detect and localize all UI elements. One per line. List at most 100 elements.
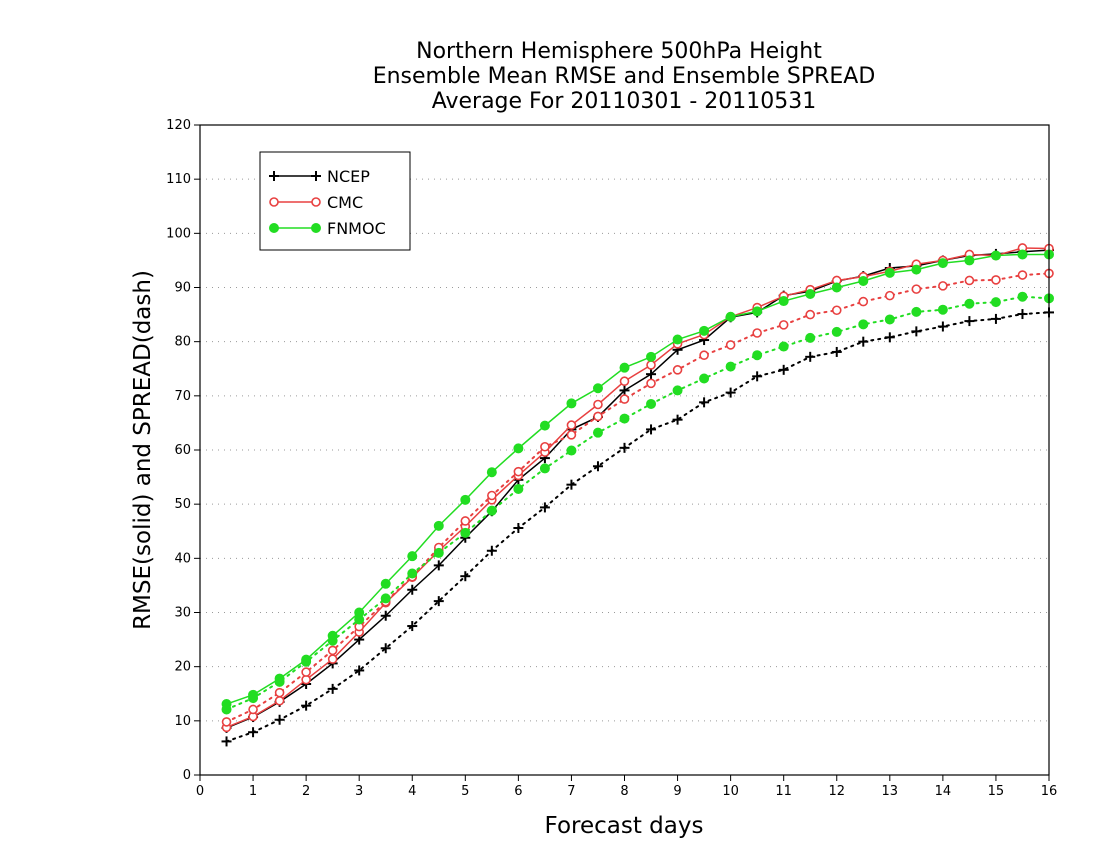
legend-item-fnmoc: FNMOC (269, 219, 386, 238)
point-cmc-spread (460, 516, 471, 526)
point-cmc-spread (991, 275, 1001, 285)
x-tick-label: 14 (935, 784, 952, 799)
point-ncep-spread (1017, 309, 1028, 320)
point-fnmoc-spread (964, 298, 975, 309)
y-tick-label: 0 (183, 768, 191, 783)
y-tick-label: 10 (174, 714, 191, 729)
point-cmc-spread (805, 309, 816, 320)
point-cmc-rmse (619, 376, 630, 387)
point-cmc-spread (725, 340, 736, 350)
point-fnmoc-rmse (566, 398, 577, 409)
x-tick-label: 7 (567, 784, 575, 799)
point-fnmoc-spread (407, 568, 418, 579)
point-ncep-spread (327, 683, 338, 694)
point-ncep-spread (380, 643, 391, 654)
point-cmc-spread (858, 296, 869, 307)
point-ncep-spread (778, 364, 789, 375)
point-fnmoc-spread (486, 505, 497, 516)
series-ncep-rmse (221, 245, 1054, 733)
point-fnmoc-rmse (513, 443, 524, 454)
point-cmc-rmse (327, 654, 338, 664)
y-tick-label: 110 (166, 172, 191, 187)
point-fnmoc-spread (380, 593, 391, 604)
point-cmc-spread (619, 394, 630, 404)
point-cmc-spread (1017, 270, 1028, 280)
y-axis-label: RMSE(solid) and SPREAD(dash) (130, 270, 156, 630)
point-cmc-spread (301, 667, 311, 677)
point-fnmoc-rmse (486, 467, 497, 478)
point-ncep-spread (911, 326, 922, 337)
x-tick-label: 2 (302, 784, 310, 799)
series-fnmoc-spread (221, 291, 1054, 715)
point-fnmoc-rmse (539, 420, 550, 431)
point-fnmoc-rmse (460, 494, 471, 505)
legend-marker-end (311, 197, 321, 207)
legend-item-cmc: CMC (269, 193, 363, 212)
point-ncep-rmse (380, 610, 391, 621)
legend: NCEP CMC FNMOC (259, 151, 411, 251)
point-fnmoc-rmse (831, 282, 842, 293)
point-ncep-rmse (646, 369, 657, 380)
x-tick-label: 12 (828, 784, 845, 799)
point-fnmoc-spread (248, 693, 259, 704)
point-cmc-spread (778, 320, 789, 330)
point-cmc-rmse (593, 399, 603, 410)
point-ncep-spread (592, 461, 603, 472)
chart-title-line-2: Ensemble Mean RMSE and Ensemble SPREAD (373, 64, 876, 89)
series-layer (221, 243, 1054, 747)
point-fnmoc-rmse (699, 325, 710, 336)
point-ncep-spread (672, 414, 683, 425)
x-axis-label: Forecast days (545, 813, 704, 839)
point-fnmoc-rmse (672, 334, 683, 345)
legend-box (259, 151, 411, 251)
legend-label: NCEP (327, 167, 370, 186)
x-tick-label: 11 (775, 784, 792, 799)
point-fnmoc-spread (327, 635, 338, 646)
y-tick-label: 50 (174, 497, 191, 512)
point-fnmoc-rmse (380, 578, 391, 589)
point-fnmoc-spread (433, 547, 444, 558)
point-fnmoc-spread (911, 306, 922, 317)
y-tick-label: 60 (174, 443, 191, 458)
point-cmc-spread (593, 411, 603, 422)
y-tick-label: 80 (174, 335, 191, 350)
y-tick-label: 30 (174, 606, 191, 621)
y-tick-label: 40 (174, 551, 191, 566)
point-ncep-rmse (433, 560, 444, 571)
point-ncep-spread (248, 727, 259, 738)
point-fnmoc-rmse (592, 383, 603, 394)
point-ncep-spread (858, 336, 869, 347)
point-ncep-rmse (407, 584, 418, 595)
point-ncep-spread (725, 387, 736, 398)
point-fnmoc-rmse (407, 551, 418, 562)
point-cmc-spread (646, 378, 656, 389)
point-fnmoc-spread (990, 297, 1001, 308)
x-tick-label: 4 (408, 784, 416, 799)
x-tick-label: 6 (514, 784, 522, 799)
series-line-fnmoc-rmse (226, 253, 1049, 705)
point-ncep-spread (752, 371, 763, 382)
point-fnmoc-spread (460, 527, 471, 538)
point-fnmoc-spread (805, 332, 816, 343)
point-fnmoc-rmse (752, 306, 763, 317)
y-tick-label: 20 (174, 660, 191, 675)
point-ncep-spread (566, 479, 577, 490)
point-fnmoc-spread (513, 484, 524, 494)
point-fnmoc-spread (937, 304, 948, 315)
point-fnmoc-spread (858, 319, 869, 330)
point-cmc-spread (540, 441, 550, 452)
point-cmc-spread (964, 275, 975, 286)
point-fnmoc-spread (566, 445, 577, 456)
point-fnmoc-spread (725, 361, 736, 372)
point-ncep-spread (699, 397, 710, 408)
point-ncep-spread (301, 700, 312, 711)
x-tick-label: 0 (196, 784, 204, 799)
point-cmc-spread (752, 328, 762, 338)
point-fnmoc-spread (619, 413, 630, 424)
point-cmc-spread (274, 687, 285, 698)
point-fnmoc-rmse (1017, 249, 1028, 260)
point-ncep-spread (964, 316, 975, 327)
point-cmc-spread (566, 430, 577, 440)
